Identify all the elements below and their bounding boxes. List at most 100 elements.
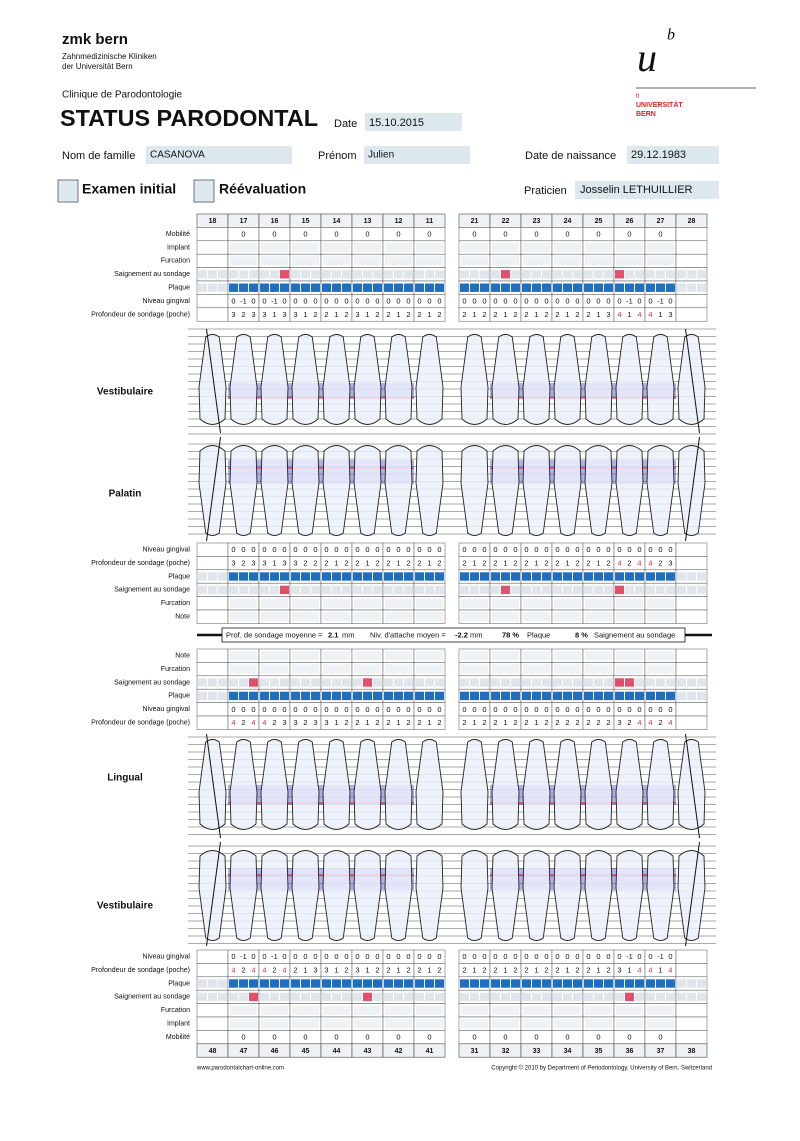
site-marker (353, 283, 362, 292)
site-value: 0 (375, 705, 379, 714)
site-value: 1 (534, 718, 538, 727)
cell-shade (385, 1005, 412, 1015)
site-value: 1 (472, 559, 476, 568)
site-value: 0 (396, 705, 400, 714)
tooth (584, 739, 613, 830)
site-value: 1 (503, 718, 507, 727)
site-marker (666, 979, 675, 988)
site-marker (229, 270, 238, 279)
site-value: 2 (437, 559, 441, 568)
checkbox[interactable] (193, 179, 215, 203)
site-marker (470, 992, 479, 1002)
site-marker (511, 979, 520, 988)
cell-shade (292, 651, 319, 661)
site-marker (291, 979, 300, 988)
site-value: 3 (293, 559, 297, 568)
site-marker (280, 585, 289, 595)
site-marker (218, 678, 227, 687)
cell-shade (230, 612, 257, 622)
site-value: 0 (586, 545, 590, 554)
site-value: 1 (565, 310, 569, 319)
site-marker (687, 283, 696, 292)
cell (196, 702, 229, 717)
row-label: Niveau gingival (143, 954, 191, 961)
tooth-value: 0 (334, 230, 338, 239)
site-marker (687, 678, 696, 687)
site-marker (373, 992, 382, 1002)
tooth (229, 739, 258, 830)
site-marker (584, 572, 593, 581)
site-value: 0 (513, 297, 517, 306)
site-value: -1 (271, 952, 278, 961)
site-value: 0 (241, 705, 245, 714)
tooth-value: 0 (596, 230, 600, 239)
site-value: 0 (262, 705, 266, 714)
site-marker (646, 585, 655, 595)
site-marker (373, 979, 382, 988)
site-value: 1 (427, 718, 431, 727)
summary-unit: mm (470, 630, 483, 639)
site-marker (697, 979, 706, 988)
site-value: 2 (324, 310, 328, 319)
summary-value: 78 % (502, 630, 519, 639)
site-value: 0 (482, 545, 486, 554)
site-value: 0 (596, 952, 600, 961)
site-marker (249, 270, 258, 279)
cell (675, 240, 708, 255)
site-marker (604, 979, 613, 988)
site-marker (311, 979, 320, 988)
site-marker (301, 979, 310, 988)
site-value: 2 (241, 966, 245, 975)
site-value: 0 (565, 545, 569, 554)
site-value: 2 (303, 559, 307, 568)
site-marker (394, 992, 403, 1002)
site-value: 0 (437, 545, 441, 554)
cell (675, 702, 708, 717)
site-marker (656, 992, 665, 1002)
site-marker (322, 283, 331, 292)
site-value: 2 (544, 559, 548, 568)
site-value: 1 (272, 559, 276, 568)
site-marker (553, 572, 562, 581)
site-marker (573, 270, 582, 279)
cell (675, 1003, 708, 1018)
site-marker (280, 678, 289, 687)
site-marker (249, 585, 258, 595)
site-marker (198, 992, 207, 1002)
cell (196, 1030, 229, 1045)
cell-shade (230, 256, 257, 266)
site-marker (604, 283, 613, 292)
site-marker (501, 585, 510, 595)
site-value: 0 (606, 705, 610, 714)
site-value: 0 (482, 297, 486, 306)
site-value: 1 (396, 310, 400, 319)
tooth-number: 25 (595, 218, 603, 225)
site-marker (594, 979, 603, 988)
site-marker (522, 270, 531, 279)
cell-shade (554, 664, 581, 674)
site-marker (460, 572, 469, 581)
tooth (522, 850, 551, 941)
site-value: 4 (282, 966, 286, 975)
site-value: 0 (324, 952, 328, 961)
site-value: 2 (586, 310, 590, 319)
site-marker (573, 992, 582, 1002)
site-value: 0 (503, 952, 507, 961)
tooth-number: 12 (395, 218, 403, 225)
cell-shade (647, 598, 674, 608)
site-value: 0 (344, 952, 348, 961)
cell-shade (461, 1019, 488, 1029)
site-marker (480, 992, 489, 1002)
cell-shade (647, 612, 674, 622)
cell-shade (492, 1019, 519, 1029)
site-marker (584, 270, 593, 279)
site-marker (353, 691, 362, 701)
site-marker (425, 270, 434, 279)
site-value: 4 (262, 966, 266, 975)
site-marker (584, 992, 593, 1002)
checkbox[interactable] (57, 179, 79, 203)
site-value: 0 (472, 952, 476, 961)
site-marker (322, 585, 331, 595)
site-value: 0 (365, 545, 369, 554)
site-value: 4 (668, 966, 672, 975)
